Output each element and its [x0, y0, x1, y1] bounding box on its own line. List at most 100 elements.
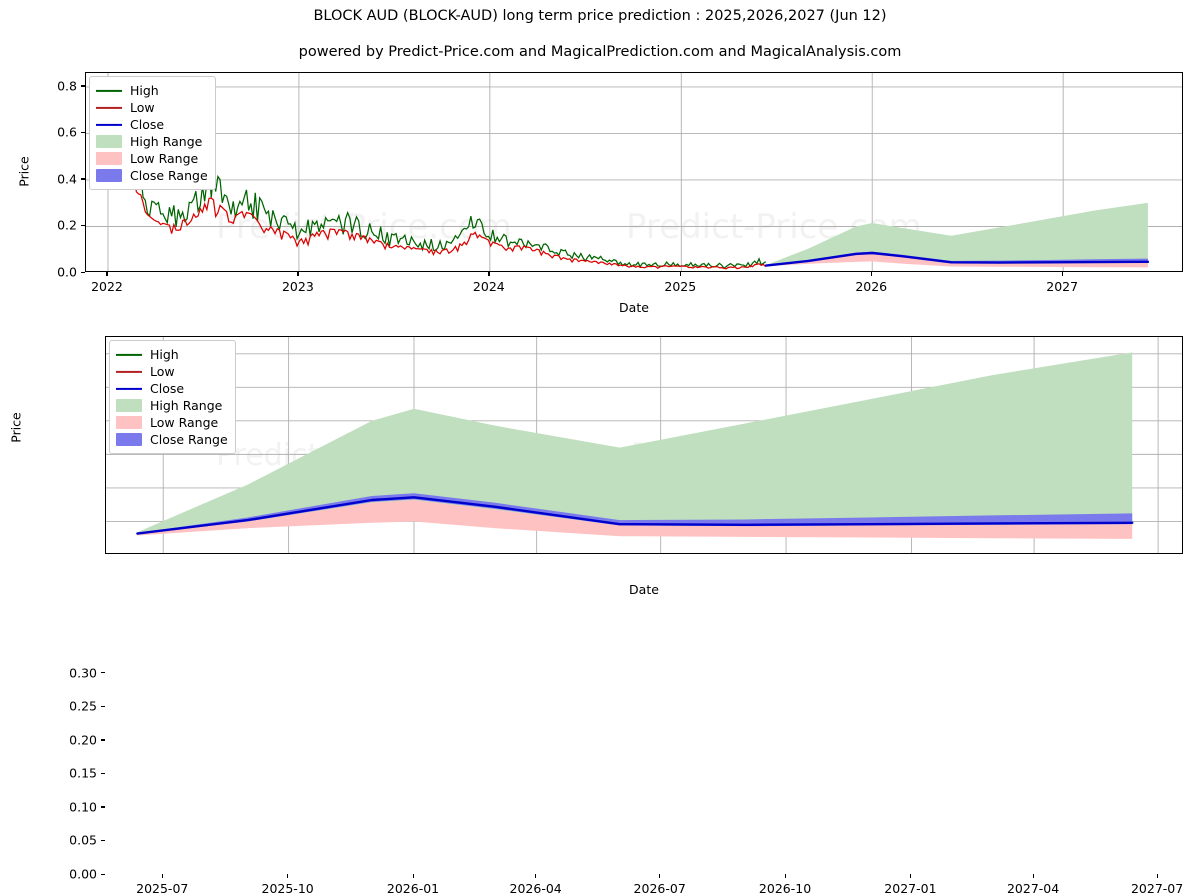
overview-x-axis-label: Date: [619, 300, 649, 315]
y-axis-tick-mark: [81, 224, 85, 227]
y-axis-tick-mark: [101, 739, 105, 741]
chart-legend[interactable]: High Low Close High Range Low Range Close Ran…: [89, 76, 216, 190]
x-axis-tick-mark: [1032, 874, 1034, 878]
x-axis-tick-mark: [535, 874, 537, 878]
legend-item-label: Low: [150, 364, 175, 379]
y-axis-tick-label: 0.8: [57, 78, 77, 94]
legend-item-label: High: [150, 347, 179, 362]
x-axis-tick-label: 2025: [664, 279, 697, 294]
x-axis-tick-label: 2027: [1046, 279, 1079, 294]
forecast-panel: Price Predict-Price.comPredict-Price.com…: [0, 320, 1200, 896]
x-axis-tick-label: 2025-10: [261, 881, 314, 896]
x-axis-tick-label: 2026-04: [509, 881, 562, 896]
chart-page: BLOCK AUD (BLOCK-AUD) long term price pr…: [0, 0, 1200, 600]
page-title: BLOCK AUD (BLOCK-AUD) long term price pr…: [313, 8, 887, 24]
y-axis-tick-mark: [101, 672, 105, 674]
x-axis-tick-mark: [287, 874, 289, 878]
legend-swatch-patch-icon: [116, 433, 142, 446]
y-axis-tick-label: 0.00: [69, 866, 97, 882]
forecast-x-axis-label: Date: [629, 582, 659, 597]
chart-legend[interactable]: High Low Close High Range Low Range Close Ran…: [109, 340, 236, 454]
y-axis-tick-mark: [101, 839, 105, 842]
legend-swatch-line-icon: [116, 382, 142, 395]
legend-item-low[interactable]: Low: [96, 99, 208, 116]
page-subtitle: powered by Predict-Price.com and Magical…: [298, 44, 902, 60]
legend-swatch-patch-icon: [96, 135, 122, 148]
x-axis-tick-mark: [106, 272, 108, 276]
svg-text:Predict-Price.com: Predict-Price.com: [216, 207, 512, 247]
y-axis-tick-mark: [101, 873, 105, 875]
legend-item-close-range[interactable]: Close Range: [116, 431, 228, 448]
x-axis-tick-mark: [909, 874, 912, 878]
x-axis-tick-label: 2027-07: [1130, 881, 1184, 896]
legend-item-low[interactable]: Low: [116, 363, 228, 380]
x-axis-tick-mark: [297, 272, 299, 276]
legend-swatch-patch-icon: [116, 399, 142, 412]
legend-swatch-line-icon: [116, 365, 142, 378]
legend-item-label: High: [130, 83, 159, 98]
legend-item-close-range[interactable]: Close Range: [96, 167, 208, 184]
x-axis-tick-label: 2024: [472, 279, 505, 294]
legend-item-high-range[interactable]: High Range: [96, 133, 208, 150]
x-axis-tick-label: 2026: [855, 279, 888, 294]
y-axis-tick-label: 0.4: [57, 171, 77, 187]
y-axis-tick-mark: [81, 178, 85, 180]
x-axis-tick-mark: [1061, 272, 1063, 276]
legend-item-low-range[interactable]: Low Range: [116, 414, 228, 431]
y-axis-tick-label: 0.05: [69, 832, 97, 848]
y-axis-tick-label: 0.10: [69, 799, 97, 815]
y-axis-tick-label: 0.20: [69, 732, 97, 748]
x-axis-tick-label: 2027-04: [1006, 881, 1060, 896]
x-axis-tick-label: 2023: [281, 279, 314, 294]
y-axis-tick-label: 0.25: [69, 698, 97, 714]
x-axis-tick-mark: [679, 272, 681, 276]
x-axis-tick-mark: [659, 874, 661, 878]
overview-panel: Price Predict-Price.com Predict-Price.com…: [0, 0, 1200, 320]
y-axis-tick-label: 0.15: [69, 765, 97, 781]
x-axis-tick-mark: [1156, 874, 1158, 878]
y-axis-tick-mark: [101, 806, 105, 808]
x-axis-tick-label: 2025-07: [136, 881, 189, 896]
legend-item-label: Low Range: [150, 415, 219, 430]
y-axis-tick-label: 0.6: [57, 124, 77, 140]
legend-item-label: Close: [150, 381, 185, 396]
legend-swatch-line-icon: [96, 84, 122, 97]
x-axis-tick-mark: [870, 272, 872, 276]
legend-item-label: High Range: [150, 398, 223, 413]
legend-item-label: Low Range: [130, 151, 199, 166]
legend-item-label: High Range: [130, 134, 203, 149]
y-axis-tick-label: 0.2: [57, 217, 77, 233]
overview-y-axis-label: Price: [16, 156, 32, 187]
x-axis-tick-label: 2022: [91, 279, 123, 294]
legend-swatch-line-icon: [116, 348, 142, 361]
legend-item-low-range[interactable]: Low Range: [96, 150, 208, 167]
x-axis-tick-label: 2026-07: [633, 881, 686, 896]
y-axis-tick-mark: [101, 705, 105, 707]
legend-item-close[interactable]: Close: [96, 116, 208, 133]
x-axis-tick-mark: [488, 272, 490, 276]
forecast-y-axis-label: Price: [8, 412, 24, 443]
legend-swatch-line-icon: [96, 101, 122, 114]
y-axis-tick-label: 0.30: [69, 665, 97, 681]
x-axis-tick-mark: [161, 874, 163, 878]
legend-item-label: Close Range: [130, 168, 208, 183]
x-axis-tick-mark: [412, 874, 414, 878]
legend-swatch-patch-icon: [96, 169, 122, 182]
overview-plot-area: Predict-Price.comPredict-Price.comPredic…: [85, 72, 1183, 272]
legend-item-label: Close Range: [150, 432, 228, 447]
legend-item-high[interactable]: High: [116, 346, 228, 363]
legend-item-high-range[interactable]: High Range: [116, 397, 228, 414]
y-axis-tick-mark: [81, 85, 85, 87]
legend-item-label: Close: [130, 117, 165, 132]
y-axis-tick-mark: [81, 271, 85, 273]
x-axis-tick-label: 2027-01: [884, 881, 937, 896]
x-axis-tick-mark: [784, 874, 786, 878]
legend-item-close[interactable]: Close: [116, 380, 228, 397]
y-axis-tick-mark: [81, 131, 85, 134]
y-axis-tick-label: 0.0: [57, 264, 77, 280]
x-axis-tick-label: 2026-10: [758, 881, 812, 896]
y-axis-tick-mark: [101, 772, 105, 775]
legend-item-high[interactable]: High: [96, 82, 208, 99]
legend-swatch-patch-icon: [116, 416, 142, 429]
